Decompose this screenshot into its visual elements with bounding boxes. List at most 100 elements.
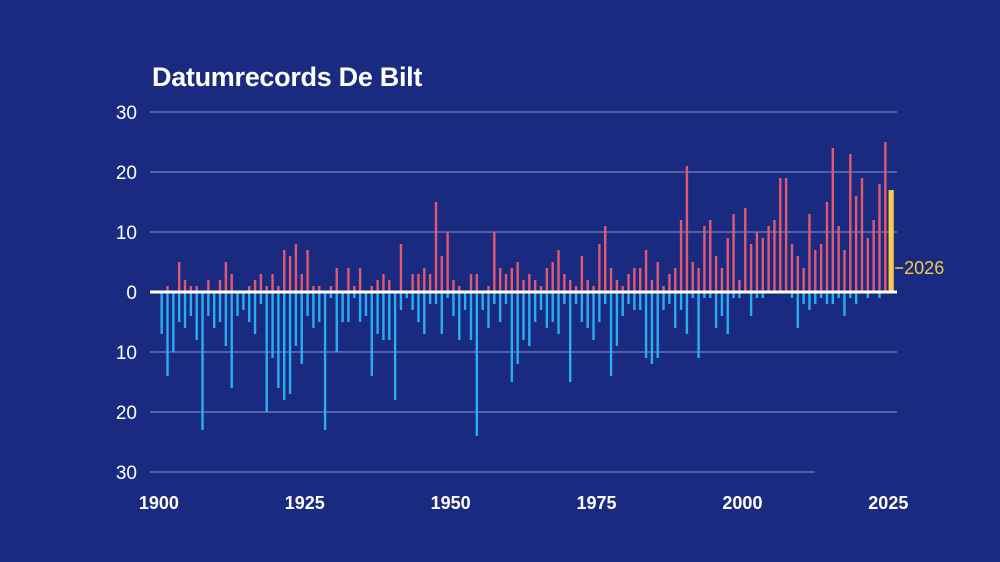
cold-record-bar [411,292,414,310]
warm-record-bar [458,286,461,292]
warm-record-bar [679,220,683,292]
cold-record-bar [615,292,619,346]
cold-record-bar [440,292,443,334]
cold-record-bar [854,292,858,304]
cold-record-bar [172,292,175,352]
warm-record-bar [621,286,624,292]
y-axis: 30 20 10 0 10 20 30 [116,103,137,484]
warm-record-bar [598,244,601,292]
cold-record-bar [493,292,496,304]
cold-record-bar [685,292,689,334]
warm-record-bar [253,280,257,292]
warm-record-bar [627,274,630,292]
warm-record-bar [668,274,671,292]
cold-record-bar [551,292,554,322]
cold-record-bar [568,292,572,382]
cold-record-bar [265,292,268,412]
warm-record-bar [674,268,677,292]
warm-record-bar [277,286,280,292]
cold-record-bar [160,292,163,334]
cold-record-bar [504,292,508,304]
cold-record-bar [259,292,263,304]
warm-record-bar [662,286,665,292]
cold-record-bar [837,292,840,298]
bars [160,142,894,436]
warm-record-bar [837,226,840,292]
warm-record-bar [440,256,443,292]
warm-record-bar [744,208,747,292]
x-tick-label: 1950 [431,493,471,513]
warm-record-bar [376,280,379,292]
warm-record-bar [784,178,788,292]
warm-record-bar [749,244,753,292]
warm-record-bar [335,268,338,292]
cold-record-bar [732,292,735,298]
chart-title: Datumrecords De Bilt [152,62,423,92]
warm-record-bar [878,184,881,292]
cold-record-bar [709,292,712,298]
cold-record-bar [405,292,408,298]
x-tick-label: 1925 [285,493,325,513]
warm-record-bar [469,274,473,292]
cold-record-bar [388,292,391,340]
warm-record-bar [854,196,858,292]
cold-record-bar [528,292,531,346]
warm-record-bar [586,280,589,292]
warm-record-bar [306,250,309,292]
warm-record-bar [510,268,514,292]
cold-record-bar [376,292,379,334]
warm-record-bar [639,268,642,292]
warm-record-bar [177,262,181,292]
warm-record-bar [849,154,852,292]
warm-record-bar [166,286,169,292]
warm-record-bar [644,250,648,292]
y-tick-label: 0 [126,283,137,304]
warm-record-bar [288,256,292,292]
warm-record-bar [545,268,549,292]
cold-record-bar [668,292,671,304]
cold-record-bar [195,292,198,340]
warm-record-bar [685,166,689,292]
warm-record-bar [574,286,578,292]
warm-record-bar [843,250,846,292]
current-year-bar [888,190,894,292]
warm-record-bar [709,220,712,292]
warm-record-bar [423,268,426,292]
cold-record-bar [644,292,648,358]
cold-record-bar [533,292,537,322]
cold-record-bar [878,292,881,298]
warm-record-bar [790,244,794,292]
warm-record-bar [650,280,654,292]
warm-record-bar [347,268,350,292]
cold-record-bar [516,292,519,364]
warm-record-bar [615,280,619,292]
cold-record-bar [592,292,595,340]
warm-record-bar [568,280,572,292]
cold-record-bar [522,292,525,340]
cold-record-bar [329,292,333,298]
cold-record-bar [621,292,624,316]
cold-record-bar [300,292,303,364]
cold-record-bar [458,292,461,340]
warm-record-bar [604,226,607,292]
warm-record-bar [633,268,636,292]
warm-record-bar [825,202,829,292]
cold-record-bar [288,292,292,394]
warm-record-bar [539,286,543,292]
cold-record-bar [662,292,665,310]
cold-record-bar [697,292,700,358]
warm-record-bar [808,214,811,292]
warm-record-bar [434,202,438,292]
cold-record-bar [498,292,502,322]
cold-record-bar [586,292,589,328]
warm-record-bar [353,286,356,292]
cold-record-bar [487,292,490,328]
cold-record-bar [358,292,362,322]
warm-record-bar [504,274,508,292]
cold-record-bar [446,292,449,298]
cold-record-bar [703,292,706,298]
cold-record-bar [714,292,718,328]
warm-record-bar [860,178,864,292]
warm-record-bar [522,280,525,292]
